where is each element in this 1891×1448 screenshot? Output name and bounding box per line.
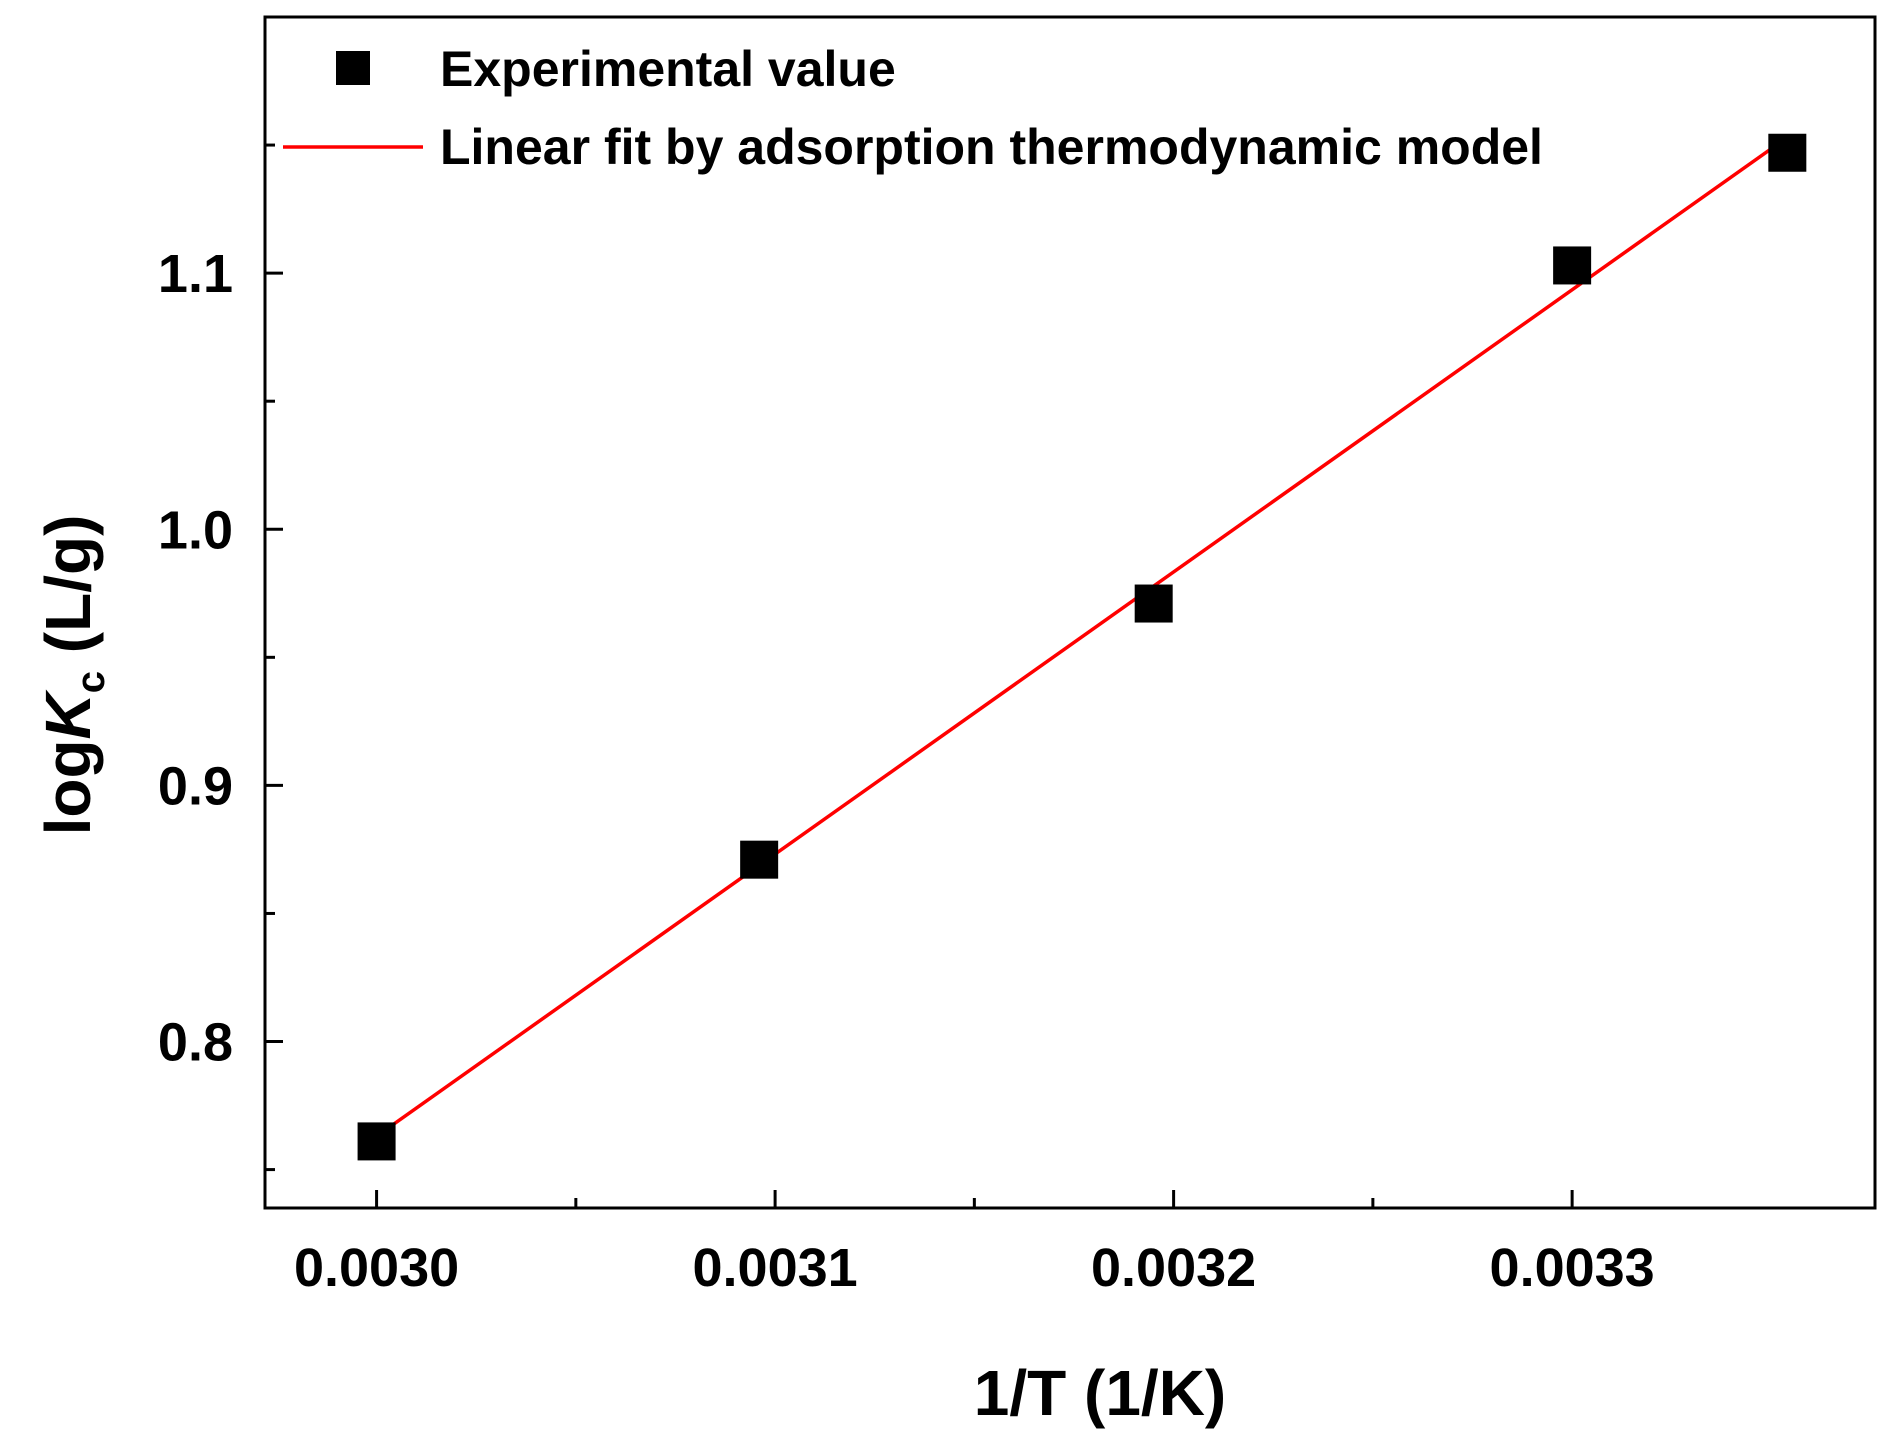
x-tick-label: 0.0030 (294, 1238, 459, 1298)
y-axis-tick-labels: 0.8 0.9 1.0 1.1 (158, 244, 233, 1072)
y-axis-label-unit: (L/g) (32, 515, 104, 671)
legend-marker-square (336, 51, 370, 85)
y-axis-label-prefix: log (32, 739, 104, 835)
x-axis-tick-labels: 0.0030 0.0031 0.0032 0.0033 (294, 1238, 1655, 1298)
x-tick-label: 0.0031 (693, 1238, 858, 1298)
y-axis-ticks (265, 143, 283, 1172)
x-tick-label: 0.0033 (1490, 1238, 1655, 1298)
x-axis-ticks (375, 1190, 1574, 1208)
data-point-square (740, 840, 779, 879)
legend-label-fit: Linear fit by adsorption thermodynamic m… (440, 119, 1543, 175)
fit-line (375, 135, 1789, 1138)
y-axis-label-subscript: c (69, 671, 113, 693)
legend-label-experimental: Experimental value (440, 41, 896, 97)
x-tick-label: 0.0032 (1091, 1238, 1256, 1298)
y-axis-label: logKc (L/g) (32, 515, 113, 836)
data-point-square (1553, 246, 1592, 285)
experimental-points-series (357, 133, 1807, 1161)
plot-frame (263, 15, 1877, 1210)
data-point-square (1768, 133, 1807, 172)
y-tick-label: 1.0 (158, 500, 233, 560)
y-tick-label: 0.9 (158, 756, 233, 816)
y-tick-label: 0.8 (158, 1013, 233, 1073)
x-axis-label: 1/T (1/K) (974, 1357, 1226, 1429)
y-axis-label-symbol: K (32, 688, 104, 739)
data-point-square (357, 1122, 396, 1161)
fit-line-series (375, 135, 1789, 1138)
y-tick-label: 1.1 (158, 244, 233, 304)
legend: Experimental value Linear fit by adsorpt… (283, 41, 1543, 175)
data-point-square (1134, 584, 1173, 623)
